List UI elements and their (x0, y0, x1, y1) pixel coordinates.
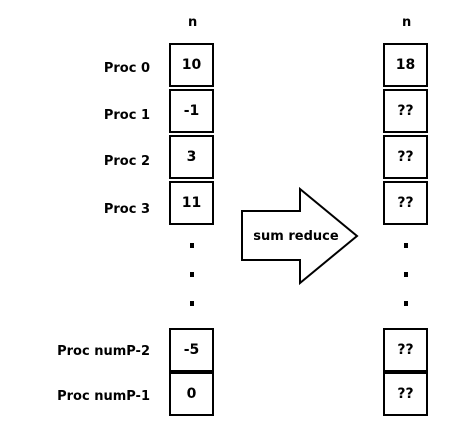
right-value-box-1: ?? (383, 89, 428, 133)
left-ellipsis-dot-3 (190, 301, 194, 306)
operation-label: sum reduce (253, 229, 339, 244)
left-value-box-2: 3 (169, 135, 214, 179)
left-value-box-1: -1 (169, 89, 214, 133)
left-ellipsis-dot-2 (190, 272, 194, 277)
right-value-box-numP-2: ?? (383, 328, 428, 372)
right-value-box-0: 18 (383, 43, 428, 87)
right-ellipsis-dot-3 (404, 301, 408, 306)
left-value-box-numP-1: 0 (169, 372, 214, 416)
right-value-box-3: ?? (383, 181, 428, 225)
right-value-box-2: ?? (383, 135, 428, 179)
left-value-box-3: 11 (169, 181, 214, 225)
proc-label-numP-1: Proc numP-1 (57, 389, 150, 404)
left-column-header: n (188, 15, 198, 30)
proc-label-numP-2: Proc numP-2 (57, 344, 150, 359)
proc-label-1: Proc 1 (103, 108, 150, 123)
proc-label-3: Proc 3 (103, 202, 150, 217)
left-value-box-0: 10 (169, 43, 214, 87)
right-value-box-numP-1: ?? (383, 372, 428, 416)
right-ellipsis-dot-2 (404, 272, 408, 277)
left-ellipsis-dot-1 (190, 243, 194, 248)
left-value-box-numP-2: -5 (169, 328, 214, 372)
proc-label-0: Proc 0 (103, 61, 150, 76)
right-ellipsis-dot-1 (404, 243, 408, 248)
right-column-header: n (402, 15, 412, 30)
sum-reduce-arrow-icon: sum reduce (241, 186, 359, 286)
proc-label-2: Proc 2 (103, 154, 150, 169)
